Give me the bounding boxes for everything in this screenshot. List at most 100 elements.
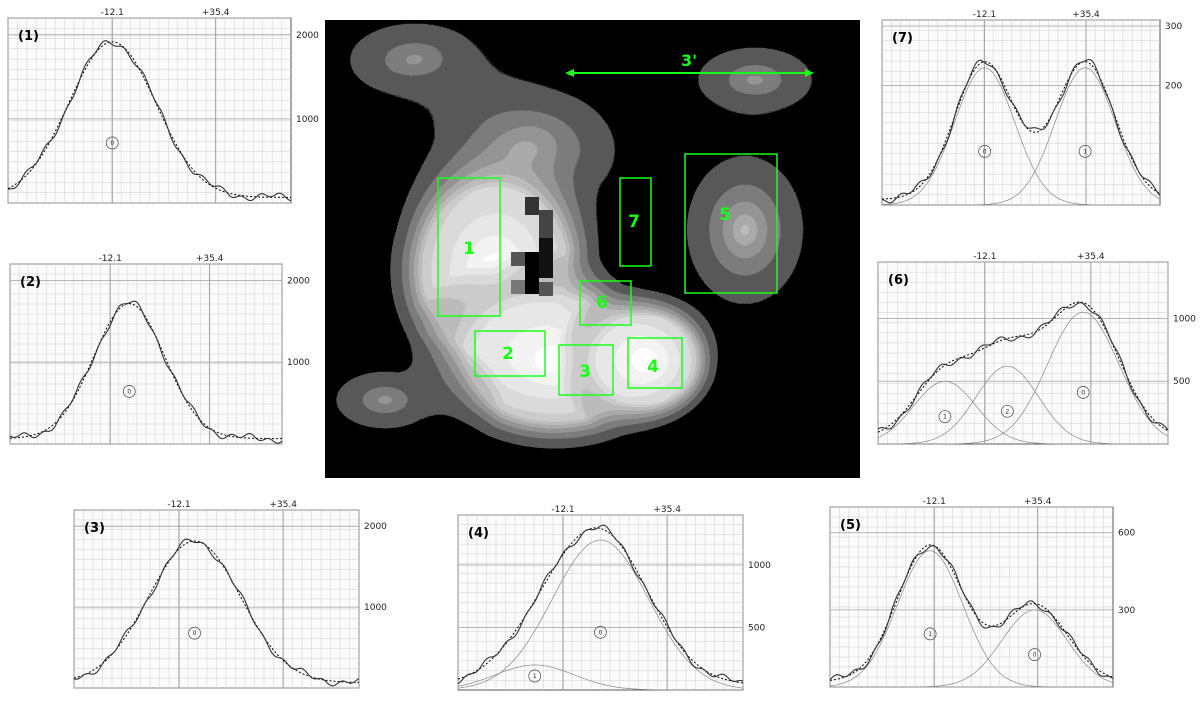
observed-spectrum-curve [9,300,283,444]
component-curve [882,67,1161,206]
region-3: 3 [558,344,614,396]
spectrum-plot-1: -12.1 +35.4 2000 1000 0 (1) [7,8,319,204]
y-tick-label: 200 [1165,82,1182,92]
x-marker-label: +35.4 [653,505,681,515]
total-fit-curve [7,41,291,198]
region-2: 2 [474,330,546,377]
y-tick-label: 1000 [748,561,771,571]
y-tick-label: 1000 [296,115,319,125]
svg-text:1: 1 [928,631,932,638]
svg-text:0: 0 [193,630,197,637]
panel-label: (6) [888,273,909,288]
component-id-marker: 0 [105,136,119,150]
region-3-label: 3 [579,362,591,382]
panel-label: (4) [468,526,489,541]
panel-label: (5) [840,518,861,533]
svg-text:0: 0 [983,148,987,155]
region-6: 6 [579,280,632,326]
region-1: 1 [437,177,501,317]
grid-minor [457,514,744,690]
component-curve [882,67,1160,206]
total-fit-curve [877,301,1169,433]
component-id-marker: 1 [528,669,542,683]
svg-text:1: 1 [533,673,537,680]
component-id-marker: 1 [923,627,937,641]
spectrum-panel-3: -12.1 +35.4 2000 1000 0 (3) [73,492,389,692]
x-marker-label: -12.1 [973,252,996,262]
spectrum-panel-4: -12.1 +35.4 1000 500 0 1 (4) [457,495,771,695]
observed-spectrum-curve [877,302,1169,431]
svg-text:1: 1 [943,414,947,421]
spectrum-panel-7: -12.1 +35.4 300 200 0 1 (7) [881,8,1190,208]
component-id-marker: 0 [978,145,991,158]
spectrum-panel-5: -12.1 +35.4 600 300 1 0 (5) [829,487,1140,690]
x-marker-label: -12.1 [973,10,996,20]
x-marker-label: +35.4 [1072,10,1100,20]
observed-spectrum-curve [73,538,360,687]
region-4-label: 4 [647,357,659,377]
x-marker-label: -12.1 [551,505,574,515]
grid-minor [881,19,1160,206]
component-id-marker: 2 [1001,404,1014,418]
x-marker-label: -12.1 [101,8,124,18]
x-marker-label: +35.4 [1077,252,1105,262]
svg-text:0: 0 [599,629,603,636]
component-curve [457,539,744,689]
y-tick-label: 2000 [287,276,310,286]
svg-text:1: 1 [1083,148,1087,155]
y-tick-label: 300 [1118,606,1135,616]
svg-text:0: 0 [110,140,114,147]
panel-label: (2) [20,275,41,290]
spectrum-plot-7: -12.1 +35.4 300 200 0 1 (7) [881,10,1182,206]
region-6-label: 6 [596,293,608,313]
svg-text:0: 0 [1033,652,1037,659]
component-curve [457,664,743,691]
x-marker-label: -12.1 [99,254,122,264]
component-id-marker: 1 [938,410,952,423]
component-curve [878,365,1168,445]
observed-spectrum-curve [457,524,744,685]
region-7: 7 [619,177,652,267]
region-5: 5 [684,153,778,294]
x-marker-label: -12.1 [923,497,946,507]
total-fit-curve [10,303,282,440]
component-id-marker: 0 [122,385,136,398]
grid-minor [877,261,1169,444]
x-marker-label: +35.4 [1024,497,1052,507]
spectrum-plot-3: -12.1 +35.4 2000 1000 0 (3) [73,500,387,689]
spectrum-panel-1: -12.1 +35.4 2000 1000 0 (1) [7,8,319,208]
panel-label: (7) [892,31,913,46]
svg-text:0: 0 [127,388,131,395]
svg-text:0: 0 [1081,389,1085,396]
y-tick-label: 500 [1173,377,1190,387]
component-id-marker: 0 [594,625,607,639]
central-intensity-map: 3' 1 2 3 4 5 6 7 [325,20,860,478]
region-1-label: 1 [463,239,475,259]
y-tick-label: 1000 [364,603,387,613]
y-tick-label: 2000 [296,31,319,41]
spectrum-plot-5: -12.1 +35.4 600 300 1 0 (5) [829,497,1135,688]
scale-bar-label: 3' [681,51,697,70]
region-2-label: 2 [502,344,514,364]
scale-bar: 3' [565,51,814,77]
observed-spectrum-curve [7,40,292,202]
spectrum-plot-4: -12.1 +35.4 1000 500 0 1 (4) [457,505,771,691]
component-curve [830,609,1114,688]
y-tick-label: 500 [748,624,765,634]
panel-label: (1) [18,29,39,44]
spectrum-plot-6: -12.1 +35.4 1000 500 1 2 0 (6) [877,252,1196,445]
x-marker-label: -12.1 [167,500,190,510]
component-curve [829,550,1113,688]
grid-minor [829,506,1113,688]
y-tick-label: 1000 [1173,314,1196,324]
dark-pixel-cluster [511,197,553,296]
x-marker-label: +35.4 [196,254,224,264]
x-marker-label: +35.4 [269,500,297,510]
y-tick-label: 2000 [364,522,387,532]
observed-spectrum-curve [881,58,1161,204]
component-id-marker: 0 [1028,648,1041,661]
spectrum-plot-2: -12.1 +35.4 2000 1000 0 (2) [9,254,310,445]
observed-spectrum-curve [829,545,1114,681]
spectrum-panel-2: -12.1 +35.4 2000 1000 0 (2) [9,252,310,448]
component-id-marker: 0 [188,626,201,640]
